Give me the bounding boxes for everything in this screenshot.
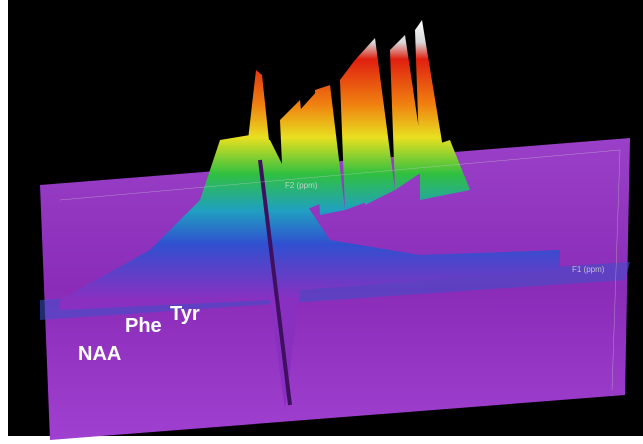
page: F2 (ppm) F1 (ppm) NAA Phe Tyr (() => { c…: [0, 0, 643, 444]
axis-label: F2 (ppm): [285, 181, 318, 190]
peak-label: Phe: [125, 315, 162, 337]
axis-label: F1 (ppm): [572, 265, 605, 274]
spectrum-view: F2 (ppm) F1 (ppm) NAA Phe Tyr: [0, 0, 643, 444]
peak-label: Tyr: [170, 303, 200, 325]
peak-label: NAA: [78, 343, 121, 365]
